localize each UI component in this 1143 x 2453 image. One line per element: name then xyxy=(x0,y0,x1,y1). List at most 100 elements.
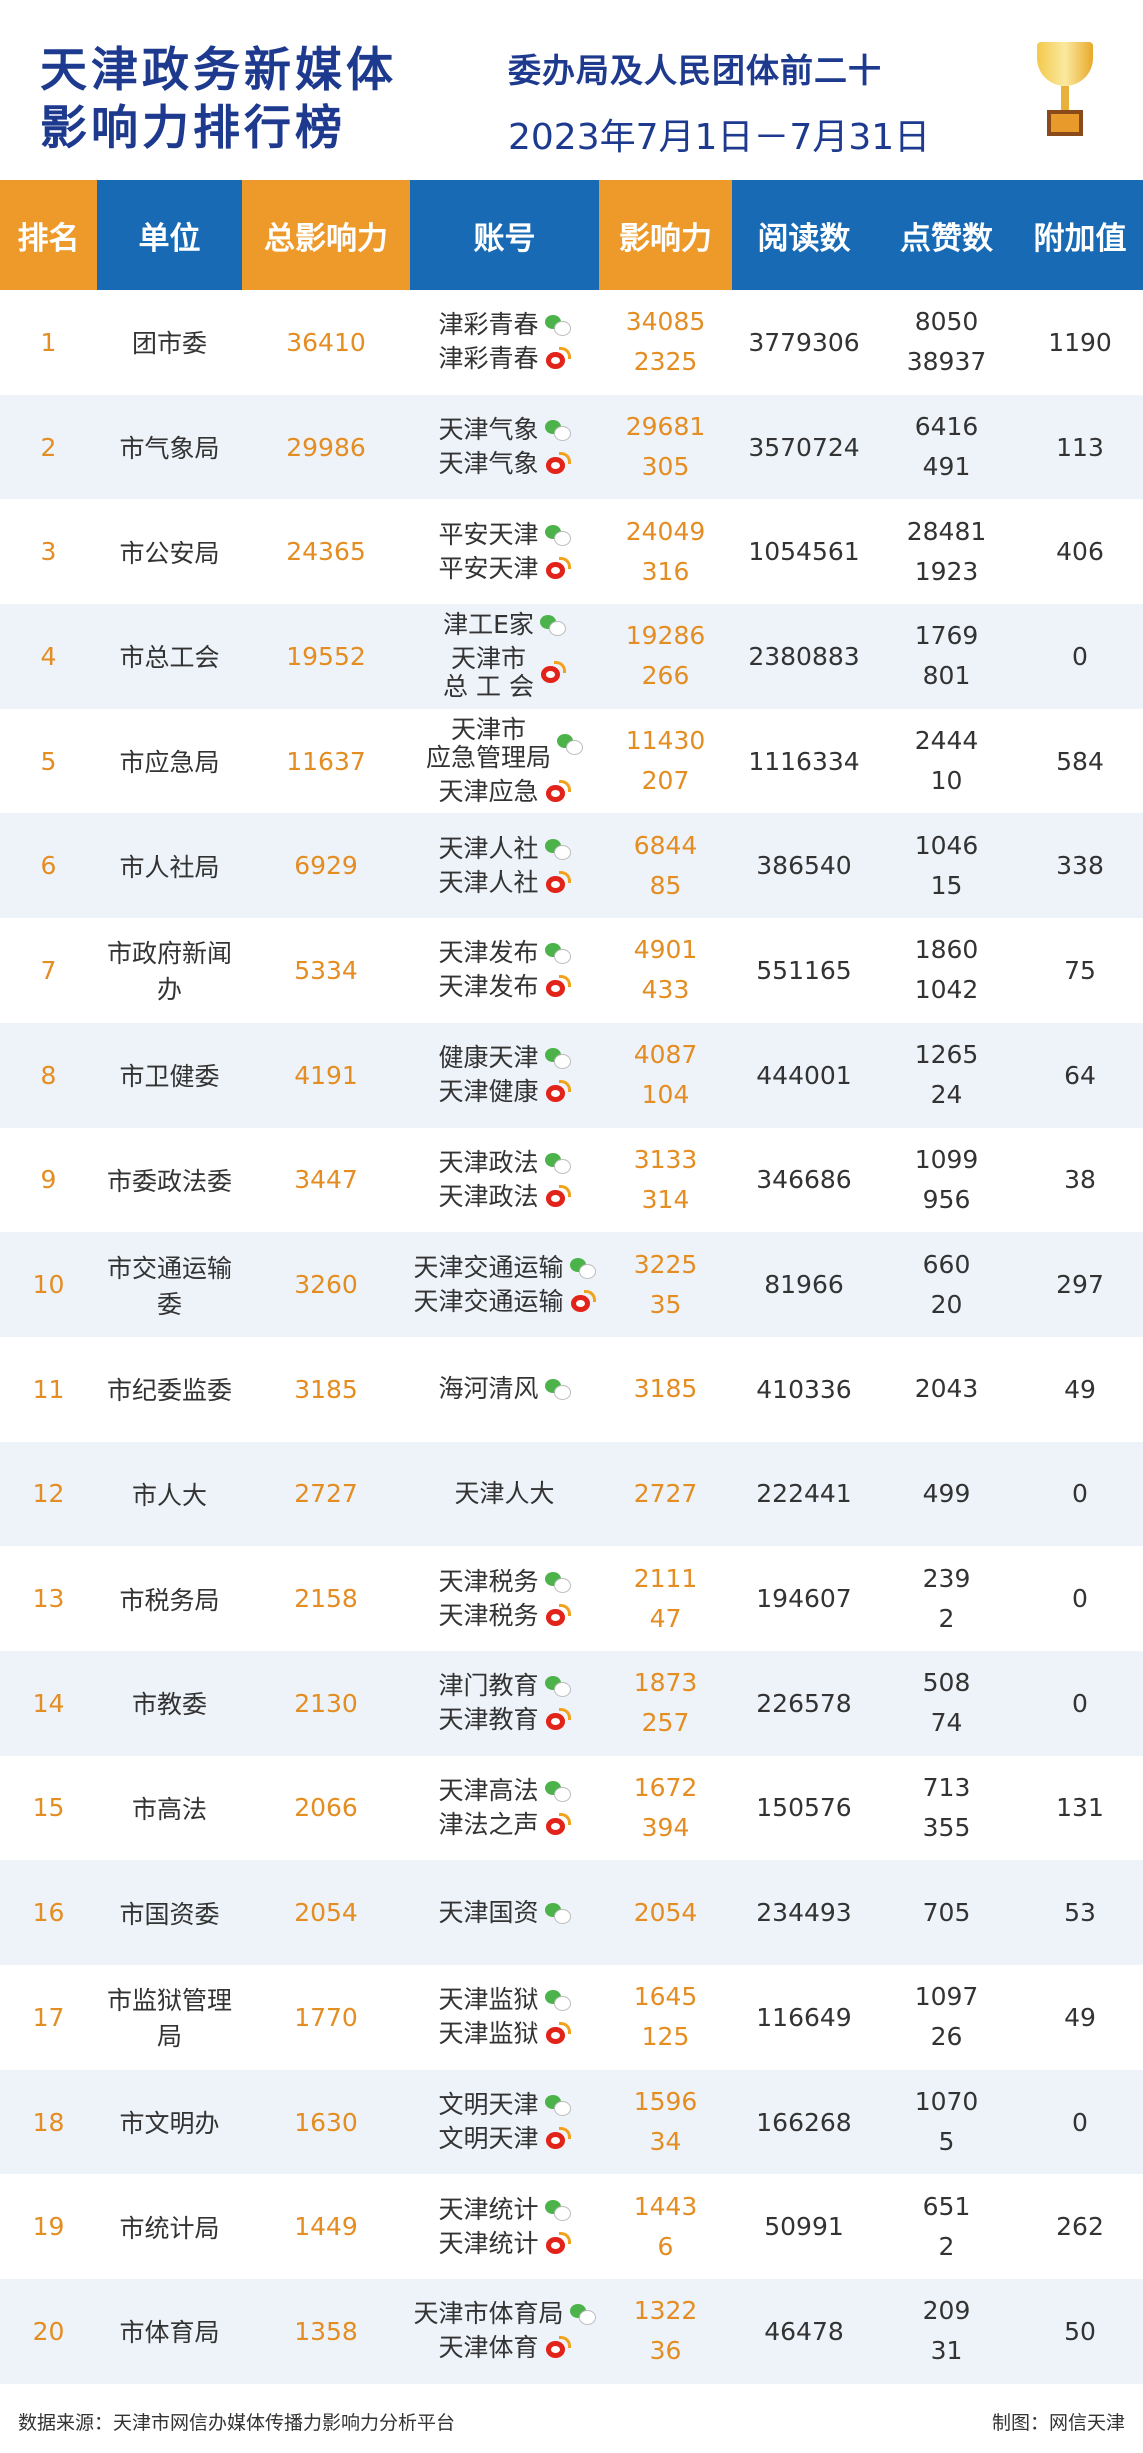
likes: 508 74 xyxy=(876,1650,1017,1756)
accounts: 津工E家 天津市 总 工 会 xyxy=(410,604,599,709)
unit: 市人社局 xyxy=(97,813,242,919)
influence: 1672 394 xyxy=(599,1756,732,1861)
account-name: 平安天津 xyxy=(410,520,599,549)
account-name: 津工E家 xyxy=(410,611,599,639)
header-account: 账号 xyxy=(410,180,599,290)
reads: 222441 xyxy=(732,1441,876,1547)
weibo-icon xyxy=(570,1289,596,1314)
total-influence: 1358 xyxy=(242,2279,410,2384)
reads: 46478 xyxy=(732,2279,876,2384)
account-name: 天津人社 xyxy=(410,868,599,897)
wechat-icon xyxy=(544,2198,571,2222)
page-title: 天津政务新媒体 影响力排行榜 xyxy=(40,43,397,156)
influence: 4087 104 xyxy=(599,1022,732,1128)
influence: 3133 314 xyxy=(599,1128,732,1233)
account-name: 天津人社 xyxy=(410,834,599,863)
total-influence: 2130 xyxy=(242,1650,410,1756)
wechat-icon xyxy=(544,1151,571,1175)
account-name: 海河清风 xyxy=(410,1375,599,1403)
likes: 1265 24 xyxy=(876,1022,1017,1128)
accounts: 文明天津 文明天津 xyxy=(410,2069,599,2175)
account-influence: 19286 xyxy=(625,621,706,651)
likes-value: 956 xyxy=(922,1184,971,1214)
header-total: 总影响力 xyxy=(242,180,410,290)
likes-value: 1923 xyxy=(914,556,979,586)
account-name: 天津政法 xyxy=(410,1148,599,1177)
likes: 1860 1042 xyxy=(876,918,1017,1023)
unit: 市人大 xyxy=(97,1441,242,1547)
unit: 市应急局 xyxy=(119,748,220,778)
influence: 29681 305 xyxy=(599,394,732,500)
account-influence: 1596 xyxy=(633,2087,698,2117)
account-influence: 1873 xyxy=(633,1668,698,1698)
ranking-table: 排名 单位 总影响力 账号 影响力 阅读数 点赞数 附加值 1 团市委 3641… xyxy=(0,180,1143,2384)
accounts: 天津统计 天津统计 xyxy=(410,2174,599,2279)
extra-value: 75 xyxy=(1064,955,1096,985)
account-name: 津法之声 xyxy=(410,1810,599,1839)
subtitle: 委办局及人民团体前二十 xyxy=(508,51,882,90)
account-influence: 11430 xyxy=(625,726,706,756)
account-influence: 433 xyxy=(641,975,690,1005)
accounts: 津彩青春 津彩青春 xyxy=(410,290,599,395)
weibo-icon xyxy=(545,2231,571,2256)
account-influence: 314 xyxy=(641,1184,690,1214)
weibo-icon xyxy=(545,347,571,371)
table-row: 19 市统计局 1449 天津统计 天津统计 1443 6 50991 651 2 2… xyxy=(0,2174,1143,2279)
account-name: 平安天津 xyxy=(410,554,599,583)
account-influence: 125 xyxy=(641,2022,690,2052)
rank: 4 xyxy=(0,604,97,709)
extra-value: 38 xyxy=(1064,1165,1096,1195)
weibo-icon xyxy=(545,2127,571,2151)
accounts: 天津人大 xyxy=(410,1441,599,1547)
total-influence: 2158 xyxy=(294,1584,358,1614)
likes: 2043 xyxy=(876,1337,1017,1442)
reads: 81966 xyxy=(732,1232,876,1337)
likes: 499 xyxy=(876,1441,1017,1547)
likes-value: 651 xyxy=(922,2191,971,2221)
extra-value: 64 xyxy=(1017,1022,1143,1128)
likes: 6416 491 xyxy=(876,394,1017,500)
account-name: 津彩青春 xyxy=(410,311,599,339)
account-influence: 34085 xyxy=(625,307,706,337)
influence: 34085 2325 xyxy=(599,290,732,395)
total-influence: 11637 xyxy=(286,746,366,776)
accounts: 天津交通运输 天津交通运输 xyxy=(410,1232,599,1337)
account-name: 天津应急 xyxy=(410,778,599,806)
date-range: 2023年7月1日－7月31日 xyxy=(508,117,931,158)
account-influence: 6844 xyxy=(633,830,698,860)
account-name: 津门教育 xyxy=(410,1672,599,1700)
account-name: 天津交通运输 xyxy=(410,1287,599,1316)
accounts: 天津气象 天津气象 xyxy=(410,394,599,500)
account-name: 文明天津 xyxy=(410,2091,599,2119)
account-name: 天津统计 xyxy=(410,2195,599,2224)
account-name: 津彩青春 xyxy=(410,345,599,373)
accounts: 天津发布 天津发布 xyxy=(410,918,599,1023)
likes-value: 1769 xyxy=(914,621,979,651)
account-name: 天津教育 xyxy=(410,1706,599,1734)
unit: 市交通运输委 xyxy=(97,1232,242,1337)
wechat-icon xyxy=(544,313,571,337)
unit: 市税务局 xyxy=(119,1585,220,1615)
reads: 2380883 xyxy=(732,604,876,709)
weibo-icon xyxy=(545,1603,571,1628)
accounts: 天津国资 xyxy=(410,1860,599,1965)
likes: 1769 801 xyxy=(876,604,1017,709)
weibo-icon xyxy=(540,661,566,685)
account-name: 天津市 应急管理局 xyxy=(410,716,599,772)
rank: 13 xyxy=(32,1584,65,1614)
account-influence: 2325 xyxy=(633,347,698,377)
total-influence: 1770 xyxy=(294,2002,358,2032)
likes-value: 508 xyxy=(922,1668,971,1698)
likes-value: 499 xyxy=(922,1478,971,1508)
weibo-icon xyxy=(545,870,571,895)
rank: 17 xyxy=(32,2002,65,2032)
total-influence: 19552 xyxy=(242,604,410,709)
reads: 3779306 xyxy=(748,327,860,357)
likes-value: 38937 xyxy=(906,347,987,377)
account-influence: 207 xyxy=(641,766,690,796)
wechat-icon xyxy=(544,2093,571,2117)
reads: 410336 xyxy=(756,1374,852,1404)
reads: 234493 xyxy=(732,1860,876,1965)
extra-value: 0 xyxy=(1017,604,1143,709)
account-influence: 36 xyxy=(649,2336,682,2366)
